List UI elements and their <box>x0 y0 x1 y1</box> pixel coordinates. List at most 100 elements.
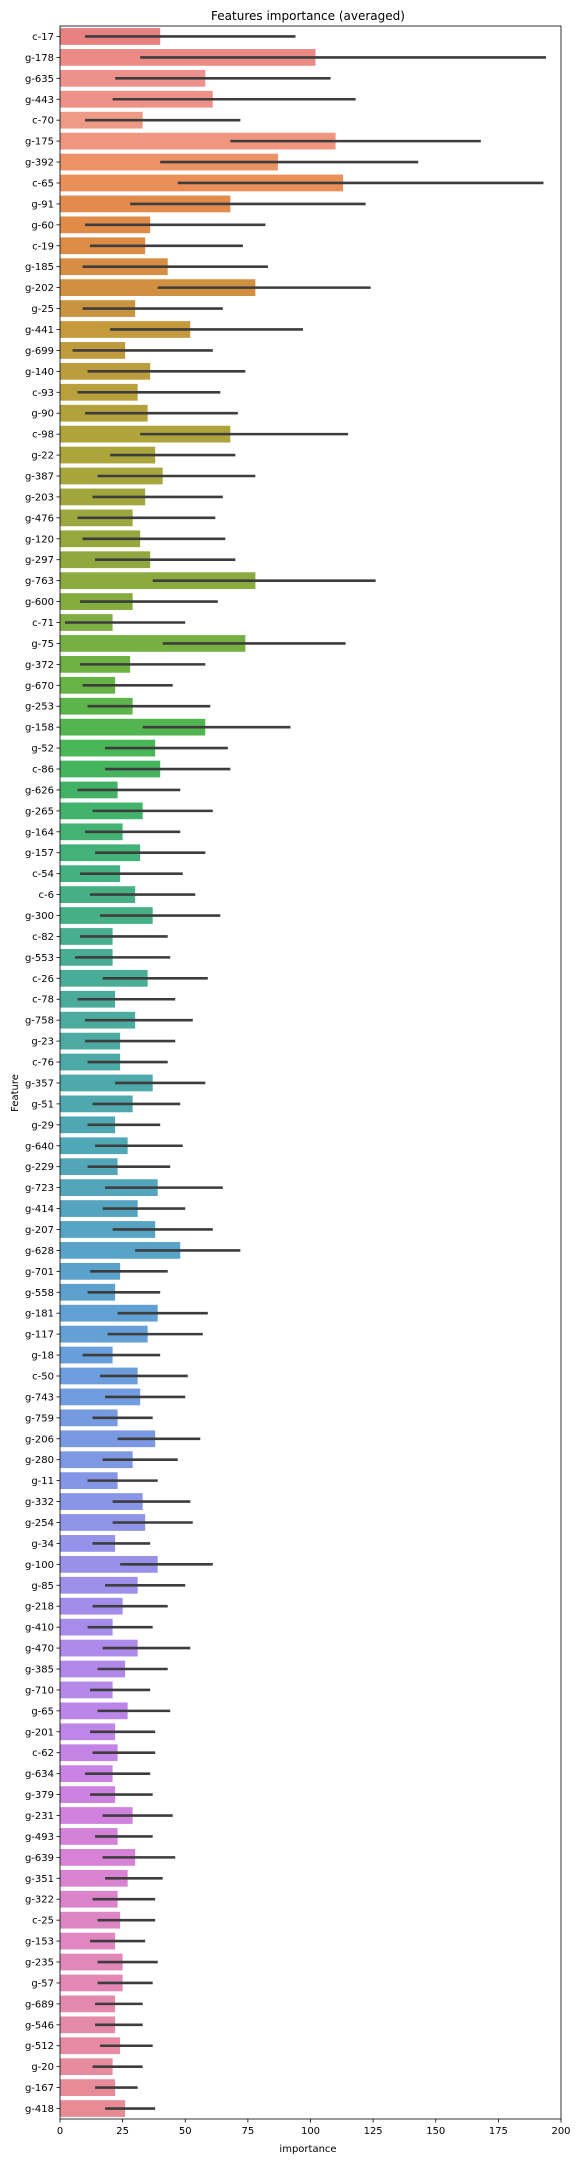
bar-g-20 <box>60 2058 113 2076</box>
y-tick-label: g-640 <box>25 1141 54 1152</box>
y-tick-label: g-51 <box>31 1099 54 1110</box>
x-axis-label: importance <box>279 2144 336 2155</box>
y-tick-label: g-206 <box>25 1434 54 1445</box>
y-tick-label: c-17 <box>32 32 54 43</box>
y-tick-label: g-34 <box>31 1539 54 1550</box>
y-tick-label: g-20 <box>31 2062 54 2073</box>
y-tick-label: g-11 <box>31 1476 54 1487</box>
y-tick-label: g-357 <box>25 1078 54 1089</box>
y-tick-label: g-372 <box>25 660 54 671</box>
bar-g-153 <box>60 1932 116 1950</box>
y-tick-label: g-600 <box>25 597 54 608</box>
y-tick-label: g-443 <box>25 95 54 106</box>
y-tick-label: g-75 <box>31 639 54 650</box>
y-tick-label: c-62 <box>32 1748 54 1759</box>
y-tick-label: g-229 <box>25 1162 54 1173</box>
x-tick-label: 25 <box>116 2126 129 2137</box>
bar-g-351 <box>60 1869 128 1887</box>
y-tick-label: g-185 <box>25 262 54 273</box>
bar-g-512 <box>60 2037 121 2055</box>
bar-g-689 <box>60 1995 116 2013</box>
y-tick-label: g-203 <box>25 492 54 503</box>
bar-g-628 <box>60 1242 181 1259</box>
y-tick-label: g-710 <box>25 1685 54 1696</box>
bar-g-743 <box>60 1388 141 1406</box>
y-tick-label: g-57 <box>31 1978 54 1989</box>
bar-g-206 <box>60 1430 156 1448</box>
bar-g-640 <box>60 1137 128 1155</box>
y-tick-label: g-699 <box>25 346 54 357</box>
bar-g-414 <box>60 1200 138 1217</box>
bars-layer <box>60 28 344 2117</box>
bar-g-85 <box>60 1576 138 1594</box>
bar-c-50 <box>60 1367 138 1385</box>
bar-g-218 <box>60 1597 123 1615</box>
y-tick-label: g-297 <box>25 555 54 566</box>
y-tick-label: g-18 <box>31 1351 54 1362</box>
y-tick-label: g-167 <box>25 2083 54 2094</box>
y-tick-label: g-322 <box>25 1895 54 1906</box>
y-tick-label: g-512 <box>25 2041 54 2052</box>
bar-g-470 <box>60 1639 138 1657</box>
y-tick-label: g-723 <box>25 1183 54 1194</box>
x-tick-label: 100 <box>301 2126 320 2137</box>
x-tick-label: 175 <box>489 2126 508 2137</box>
x-tick-label: 125 <box>364 2126 383 2137</box>
y-tick-label: g-178 <box>25 53 54 64</box>
y-tick-label: g-235 <box>25 1958 54 1969</box>
y-tick-label: g-635 <box>25 74 54 85</box>
y-tick-label: g-553 <box>25 953 54 964</box>
y-tick-label: g-351 <box>25 1874 54 1885</box>
y-tick-label: g-254 <box>25 1518 54 1529</box>
chart-title: Features importance (averaged) <box>211 9 405 23</box>
y-tick-label: c-93 <box>32 388 54 399</box>
y-tick-label: c-76 <box>32 1058 54 1069</box>
y-tick-label: c-98 <box>32 430 54 441</box>
bar-g-65 <box>60 1702 128 1720</box>
x-axis: 0 25 50 75 100 125 150 175 200 <box>57 2119 571 2137</box>
bar-c-25 <box>60 1911 121 1929</box>
y-tick-label: g-470 <box>25 1644 54 1655</box>
y-tick-label: g-558 <box>25 1288 54 1299</box>
x-tick-label: 150 <box>426 2126 445 2137</box>
error-bars-layer <box>65 35 546 2110</box>
y-tick-label: g-639 <box>25 1853 54 1864</box>
y-tick-label: c-6 <box>39 890 54 901</box>
y-tick-label: g-493 <box>25 1832 54 1843</box>
y-tick-label: g-387 <box>25 471 54 482</box>
plot-area-border <box>59 25 562 2120</box>
bar-g-201 <box>60 1723 116 1741</box>
y-tick-label: g-85 <box>31 1581 54 1592</box>
bar-g-235 <box>60 1953 123 1971</box>
bar-c-62 <box>60 1744 118 1762</box>
y-tick-label: g-231 <box>25 1811 54 1822</box>
y-tick-label: g-158 <box>25 723 54 734</box>
bar-g-22 <box>60 446 156 464</box>
y-tick-label: g-385 <box>25 1665 54 1676</box>
y-tick-label: c-19 <box>32 241 54 252</box>
y-tick-label: c-65 <box>32 178 54 189</box>
y-tick-label: g-91 <box>31 199 54 210</box>
y-tick-label: c-54 <box>32 869 54 880</box>
y-tick-label: g-202 <box>25 283 54 294</box>
bar-g-254 <box>60 1514 146 1531</box>
y-tick-label: g-300 <box>25 911 54 922</box>
bar-g-639 <box>60 1849 136 1866</box>
x-tick-label: 75 <box>242 2126 255 2137</box>
y-tick-label: g-634 <box>25 1769 54 1780</box>
y-tick-label: c-50 <box>32 1371 54 1382</box>
y-tick-label: g-140 <box>25 367 54 378</box>
y-axis-label: Feature <box>10 1074 21 1112</box>
y-tick-label: g-100 <box>25 1560 54 1571</box>
y-tick-label: c-26 <box>32 974 54 985</box>
x-tick-label: 200 <box>551 2126 570 2137</box>
plot-frame <box>59 25 562 2120</box>
y-tick-label: g-23 <box>31 1037 54 1048</box>
y-tick-label: g-743 <box>25 1392 54 1403</box>
bar-g-181 <box>60 1304 158 1322</box>
y-tick-label: g-120 <box>25 534 54 545</box>
x-tick-label: 0 <box>57 2126 63 2137</box>
bar-g-280 <box>60 1451 133 1469</box>
y-tick-label: g-164 <box>25 827 54 838</box>
